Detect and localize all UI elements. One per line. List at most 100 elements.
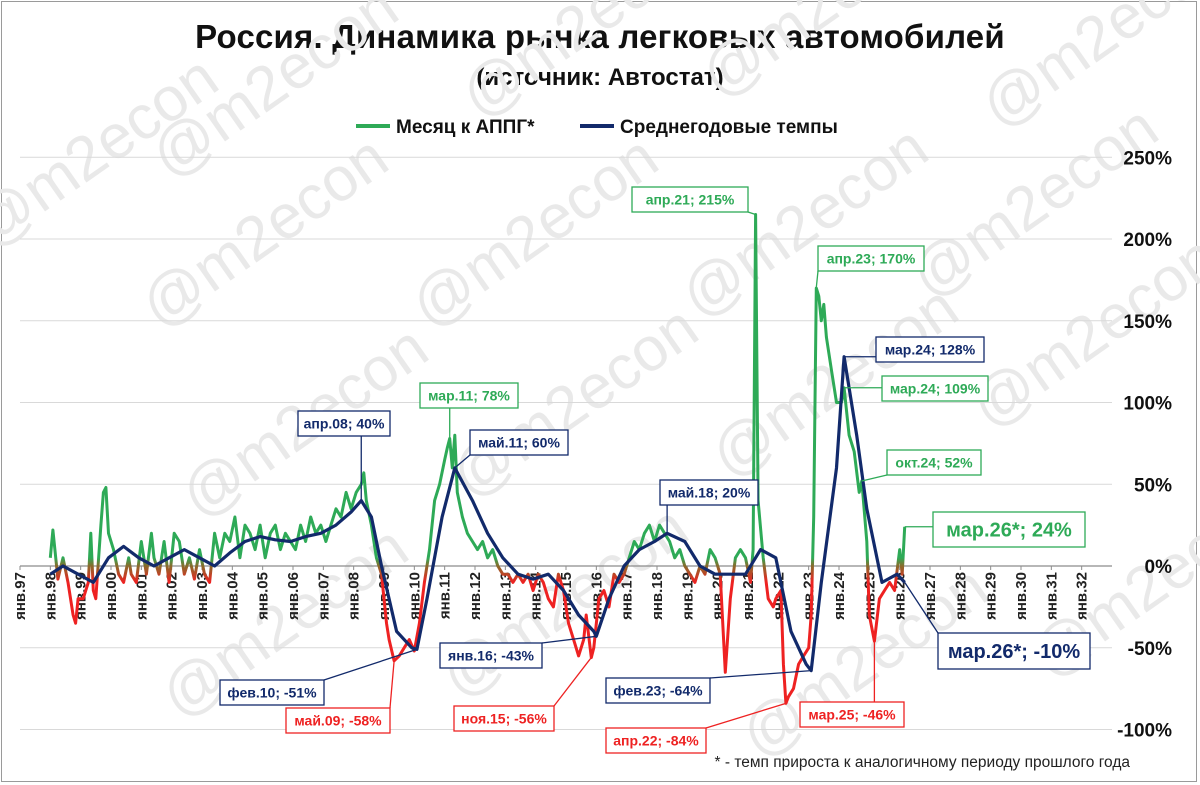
- x-tick-label: янв.03: [194, 572, 211, 620]
- x-tick-label: янв.32: [1074, 572, 1091, 620]
- annotation-callout: янв.16; -43%: [439, 635, 597, 669]
- watermark-text: @m2econ: [688, 0, 960, 111]
- x-tick-label: янв.20: [710, 572, 727, 620]
- annotation-label: апр.23; 170%: [827, 251, 916, 267]
- annotation-leader: [904, 581, 939, 634]
- annotation-label: ноя.15; -56%: [461, 711, 547, 727]
- x-tick-label: янв.27: [922, 572, 939, 620]
- x-tick-label: янв.07: [315, 572, 332, 620]
- y-tick-label: 100%: [1123, 394, 1172, 415]
- annotation-leader: [709, 669, 812, 679]
- annotation-box: [605, 727, 707, 754]
- annotation-callout: мар.11; 78%: [419, 382, 519, 439]
- x-tick-label: янв.97: [12, 572, 29, 620]
- annotation-callout: апр.22; -84%: [605, 702, 787, 754]
- annotation-box: [886, 449, 982, 476]
- annotation-box: [453, 705, 555, 732]
- x-tick-label: янв.23: [801, 572, 818, 620]
- annotation-label: янв.16; -43%: [448, 648, 534, 664]
- annotation-label: окт.24; 52%: [895, 455, 973, 471]
- annotation-label: апр.21; 215%: [646, 192, 735, 208]
- watermark-text: @m2econ: [448, 0, 720, 131]
- annotation-callout: мар.24; 109%: [844, 375, 989, 402]
- annotation-box: [631, 186, 749, 213]
- legend-label-annual: Среднегодовые темпы: [620, 117, 838, 138]
- x-tick-label: янв.13: [497, 572, 514, 620]
- watermark-text: @m2econ: [398, 122, 670, 341]
- x-tick-label: янв.29: [983, 572, 1000, 620]
- x-tick-label: янв.17: [619, 572, 636, 620]
- series-line-monthly: [48, 213, 907, 705]
- x-tick-label: янв.12: [467, 572, 484, 620]
- x-tick-label: янв.28: [952, 572, 969, 620]
- annotation-label: май.11; 60%: [478, 435, 560, 451]
- annotation-box: [605, 677, 711, 704]
- annotation-box: [419, 382, 519, 409]
- annotation-label: мар.24; 128%: [885, 342, 976, 358]
- annotation-label: фев.23; -64%: [613, 683, 703, 699]
- y-tick-label: 150%: [1123, 312, 1172, 333]
- annotation-box: [469, 429, 569, 456]
- annotation-callout: май.09; -58%: [285, 660, 395, 734]
- x-tick-label: янв.05: [255, 572, 272, 620]
- annotation-callout: апр.08; 40%: [297, 410, 391, 501]
- y-tick-label: 50%: [1134, 475, 1172, 496]
- x-tick-label: янв.98: [42, 572, 59, 620]
- x-tick-label: янв.16: [588, 572, 605, 620]
- x-tick-label: янв.31: [1043, 572, 1060, 620]
- x-tick-label: янв.10: [406, 572, 423, 620]
- annotation-leader: [747, 211, 756, 216]
- y-tick-label: -50%: [1128, 639, 1172, 660]
- footnote: * - темп прироста к аналогичному периоду…: [714, 754, 1130, 771]
- annotation-callout: фев.23; -64%: [605, 669, 812, 704]
- annotation-leader: [454, 454, 471, 469]
- x-tick-label: янв.21: [740, 572, 757, 620]
- annotation-label: мар.24; 109%: [890, 381, 981, 397]
- annotation-label: мар.25; -46%: [808, 707, 896, 723]
- annotation-box: [439, 642, 543, 669]
- annotation-label: фев.10; -51%: [227, 685, 317, 701]
- annotation-callout: ноя.15; -56%: [453, 657, 592, 732]
- annotation-callout: мар.26*; 24%: [904, 511, 1086, 548]
- x-tick-label: янв.01: [133, 572, 150, 620]
- series-line-annual: [49, 355, 906, 673]
- annotation-label: апр.22; -84%: [613, 733, 699, 749]
- annotation-box: [937, 632, 1091, 670]
- annotation-callout: окт.24; 52%: [861, 449, 982, 482]
- annotation-box: [799, 701, 905, 728]
- x-tick-label: янв.06: [285, 572, 302, 620]
- x-tick-label: янв.18: [649, 572, 666, 620]
- annotation-callout: мар.26*; -10%: [904, 581, 1091, 670]
- annotation-box: [817, 245, 925, 272]
- x-tick-label: янв.00: [103, 572, 120, 620]
- annotation-leader: [815, 270, 819, 289]
- annotation-leader: [553, 657, 592, 707]
- x-tick-label: янв.04: [224, 571, 241, 620]
- x-tick-label: янв.11: [437, 572, 454, 619]
- annotation-callout: май.18; 20%: [659, 479, 759, 534]
- annotation-box: [659, 479, 759, 506]
- annotation-label: апр.08; 40%: [304, 416, 385, 432]
- annotation-box: [881, 375, 989, 402]
- chart-title: Россия. Динамика рынка легковых автомоби…: [195, 18, 1005, 55]
- annotation-leader: [705, 702, 787, 729]
- annotation-callout: мар.24; 128%: [844, 336, 985, 363]
- y-tick-label: 200%: [1123, 230, 1172, 251]
- annotation-label: май.09; -58%: [294, 713, 382, 729]
- x-tick-label: янв.30: [1013, 572, 1030, 620]
- chart-subtitle: (источник: Автостат): [476, 64, 724, 91]
- annotation-label: мар.11; 78%: [428, 388, 510, 404]
- annotation-leader: [541, 635, 597, 644]
- annotation-leader: [861, 474, 888, 482]
- y-tick-label: 0%: [1145, 557, 1173, 578]
- legend-label-monthly: Месяц к АППГ*: [396, 117, 535, 138]
- annotation-box: [285, 707, 391, 734]
- x-tick-label: янв.19: [679, 572, 696, 620]
- y-tick-label: -100%: [1117, 721, 1172, 742]
- annotation-box: [875, 336, 985, 363]
- annotation-callout: фев.10; -51%: [219, 648, 418, 706]
- annotation-callout: май.11; 60%: [454, 429, 569, 469]
- annotation-box: [932, 511, 1086, 548]
